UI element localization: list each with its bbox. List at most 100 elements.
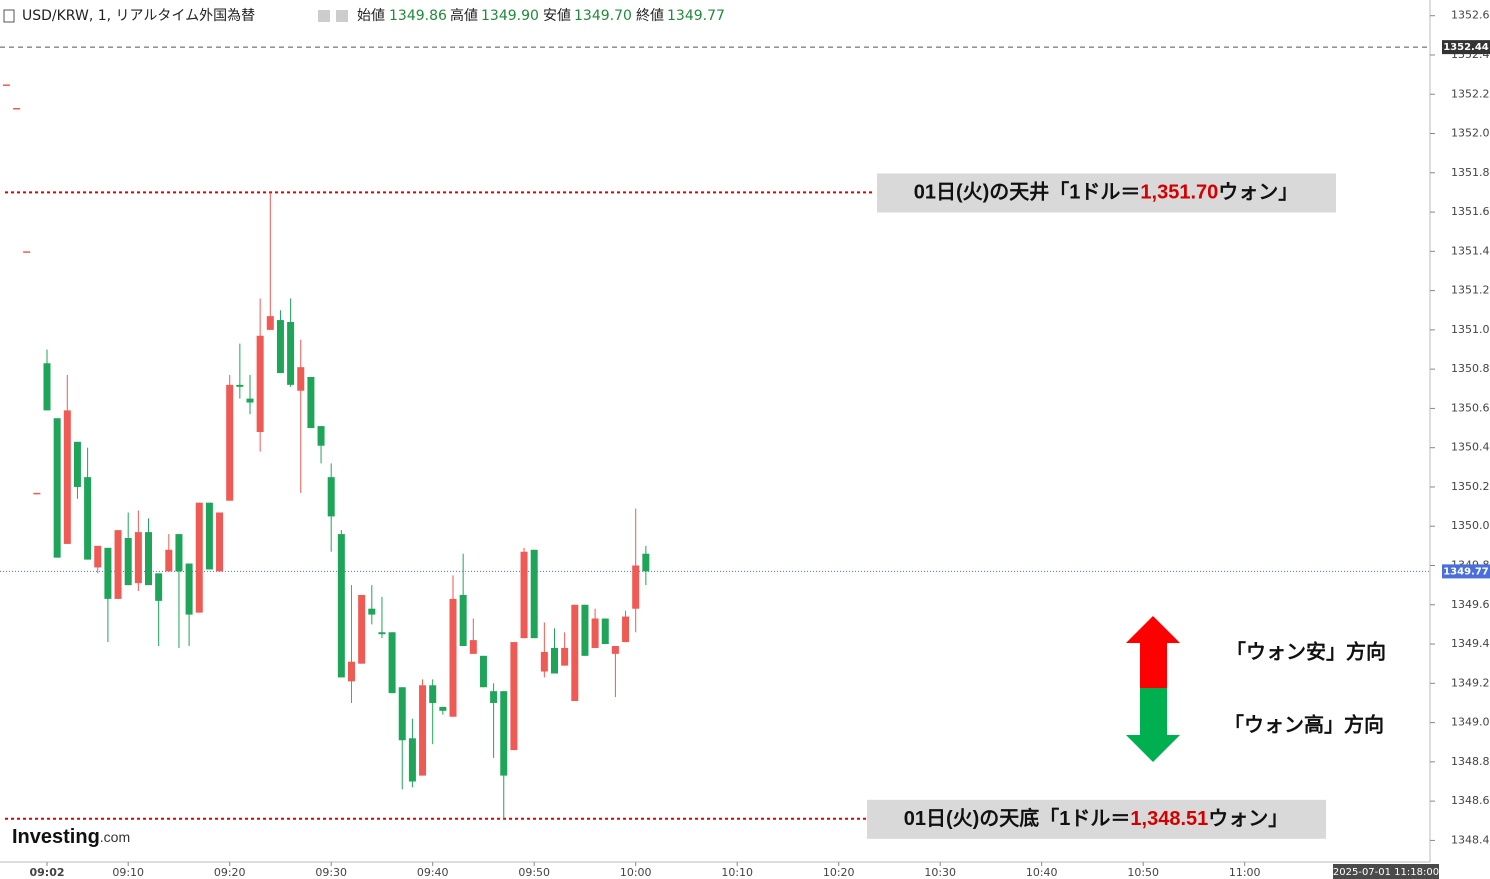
logo-suffix: .com [100, 829, 130, 845]
open-label: 始値 [357, 8, 385, 24]
candle-body [287, 322, 295, 385]
y-tick-label: 1351.20 [1451, 284, 1490, 297]
candle-body [449, 598, 457, 717]
candle-body [358, 594, 366, 664]
candle-body [622, 616, 630, 643]
y-tick-label: 1350.20 [1451, 480, 1490, 493]
candle-body [581, 604, 589, 656]
candle-body [571, 604, 579, 701]
x-tick-label: 09:20 [214, 866, 246, 879]
collapse-icon[interactable] [3, 9, 15, 23]
time-cursor-box [1333, 864, 1439, 879]
candle-body [388, 632, 396, 694]
arrow-label: 「ウォン高」方向 [1224, 712, 1384, 736]
y-tick-label: 1352.60 [1451, 9, 1490, 22]
y-tick-label: 1351.80 [1451, 166, 1490, 179]
candle-body [216, 512, 224, 572]
header: USD/KRW, 1, リアルタイム外国為替 始値 1349.86 高値 134… [3, 7, 725, 24]
candle-body [145, 532, 152, 586]
y-tick-label: 1350.60 [1451, 401, 1490, 414]
y-tick-label: 1350.40 [1451, 441, 1490, 454]
candle-body [114, 530, 122, 599]
up-arrow [1126, 616, 1180, 688]
candle-body [398, 687, 406, 741]
candle-body [439, 706, 447, 711]
candle-body [2, 84, 10, 86]
candle-body [378, 632, 386, 635]
annotation-box [877, 173, 1336, 213]
candle-body [642, 553, 650, 572]
candle-body [94, 545, 102, 568]
x-tick-label: 10:30 [924, 866, 956, 879]
high-label: 高値 [450, 7, 478, 24]
high-value: 1349.90 [481, 8, 539, 24]
candle-body [256, 335, 264, 432]
candle-body [540, 651, 548, 672]
candle-body [510, 642, 518, 751]
close-label: 終値 [636, 8, 664, 24]
price-label-box [1442, 40, 1490, 55]
y-tick-label: 1349.60 [1451, 598, 1490, 611]
candle-body [73, 441, 81, 487]
candle-body [266, 316, 274, 330]
x-tick-label: 09:40 [417, 866, 449, 879]
symbol: USD/KRW, 1, リアルタイム外国為替 [22, 8, 255, 24]
close-value: 1349.77 [667, 8, 725, 24]
candle-body [104, 547, 112, 599]
candle-body [165, 549, 173, 572]
eye-icon[interactable] [318, 10, 330, 22]
candle-body [317, 426, 325, 446]
candle-body [601, 618, 609, 645]
candle-body [368, 608, 376, 615]
x-tick-label: 10:20 [823, 866, 855, 879]
y-tick-label: 1349.00 [1451, 716, 1490, 729]
candle-body [155, 573, 163, 601]
candle-body [33, 492, 41, 495]
low-label: 安値 [543, 8, 571, 24]
candle-body [246, 398, 254, 403]
candle-body [43, 363, 51, 411]
candle-body [337, 534, 345, 678]
y-tick-label: 1349.40 [1451, 637, 1490, 650]
y-tick-label: 1350.00 [1451, 519, 1490, 532]
candle-body [236, 384, 244, 387]
candle-body [459, 594, 467, 647]
candle-body [611, 646, 619, 654]
annotation-text: 01日(火)の天底「1ドル＝1,348.51ウォン」 [904, 806, 1289, 830]
x-tick-label: 10:50 [1127, 866, 1159, 879]
price-label-box [1442, 564, 1490, 579]
candle-body [134, 532, 142, 584]
annotation-before: 01日(火)の天底「1ドル＝ [904, 806, 1131, 830]
y-tick-label: 1349.20 [1451, 676, 1490, 689]
candle-body [632, 565, 640, 609]
x-tick-label: 09:10 [112, 866, 144, 879]
direction-arrows: 「ウォン安」方向 「ウォン高」方向 [1126, 616, 1386, 762]
price-label: 1349.77 [1443, 566, 1489, 577]
candle-body [205, 502, 213, 570]
annotation-number: 1,351.70 [1140, 182, 1218, 204]
x-tick-label: 09:50 [518, 866, 550, 879]
candle-body [408, 738, 416, 782]
candle-body [520, 551, 528, 639]
annotation-after: ウォン」 [1218, 181, 1298, 204]
x-tick-label: 10:10 [721, 866, 753, 879]
open-value: 1349.86 [389, 8, 447, 24]
x-tick-label: 09:02 [29, 866, 64, 879]
annotation-before: 01日(火)の天井「1ドル＝ [914, 180, 1141, 204]
candle-body [561, 647, 569, 666]
y-tick-label: 1348.60 [1451, 794, 1490, 807]
arrow-label: 「ウォン安」方向 [1226, 639, 1386, 663]
candle-body [84, 477, 92, 560]
candle-body [307, 377, 315, 429]
candle-body [185, 563, 193, 615]
candle-body [551, 647, 558, 674]
low-value: 1349.70 [574, 8, 632, 24]
y-tick-label: 1351.60 [1451, 205, 1490, 218]
candle-body [530, 549, 538, 639]
y-tick-label: 1351.00 [1451, 323, 1490, 336]
candle-body [591, 618, 599, 648]
settings-icon[interactable] [336, 10, 348, 22]
candle-body [327, 477, 335, 517]
